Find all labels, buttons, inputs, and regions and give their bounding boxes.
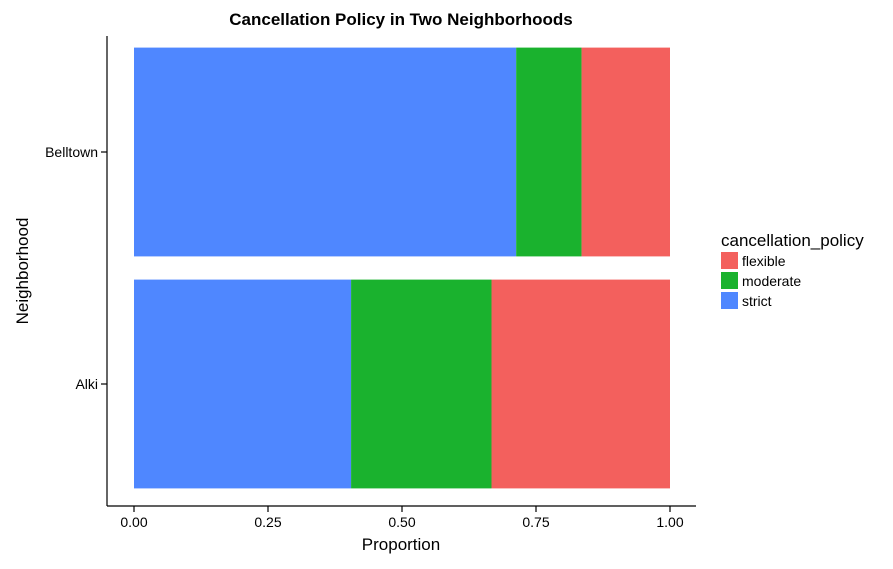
y-tick-label-alki: Alki [75,376,98,392]
legend: cancellation_policy flexible moderate stri… [721,231,864,309]
bar-belltown-moderate [516,47,582,257]
legend-label-flexible: flexible [742,253,786,269]
x-tick-label-3: 0.75 [522,514,549,530]
legend-items: flexible moderate strict [721,252,801,309]
legend-title: cancellation_policy [721,231,864,250]
bar-alki-flexible [491,279,670,489]
bar-alki-moderate [351,279,492,489]
x-tick-label-0: 0.00 [120,514,147,530]
legend-swatch-moderate [721,272,738,289]
y-axis-ticks: Belltown Alki [45,144,107,392]
legend-label-strict: strict [742,293,772,309]
x-tick-label-2: 0.50 [388,514,415,530]
bar-alki-strict [134,279,352,489]
bar-belltown-flexible [581,47,670,257]
bars-layer [134,47,670,489]
chart-title: Cancellation Policy in Two Neighborhoods [229,10,573,29]
x-tick-label-4: 1.00 [656,514,683,530]
x-tick-label-1: 0.25 [254,514,281,530]
legend-swatch-strict [721,292,738,309]
legend-label-moderate: moderate [742,273,801,289]
bar-belltown-strict [134,47,517,257]
x-axis-ticks: 0.00 0.25 0.50 0.75 1.00 [120,506,684,530]
legend-swatch-flexible [721,252,738,269]
y-tick-label-belltown: Belltown [45,144,98,160]
y-axis-title: Neighborhood [13,218,32,325]
x-axis-title: Proportion [362,535,440,554]
